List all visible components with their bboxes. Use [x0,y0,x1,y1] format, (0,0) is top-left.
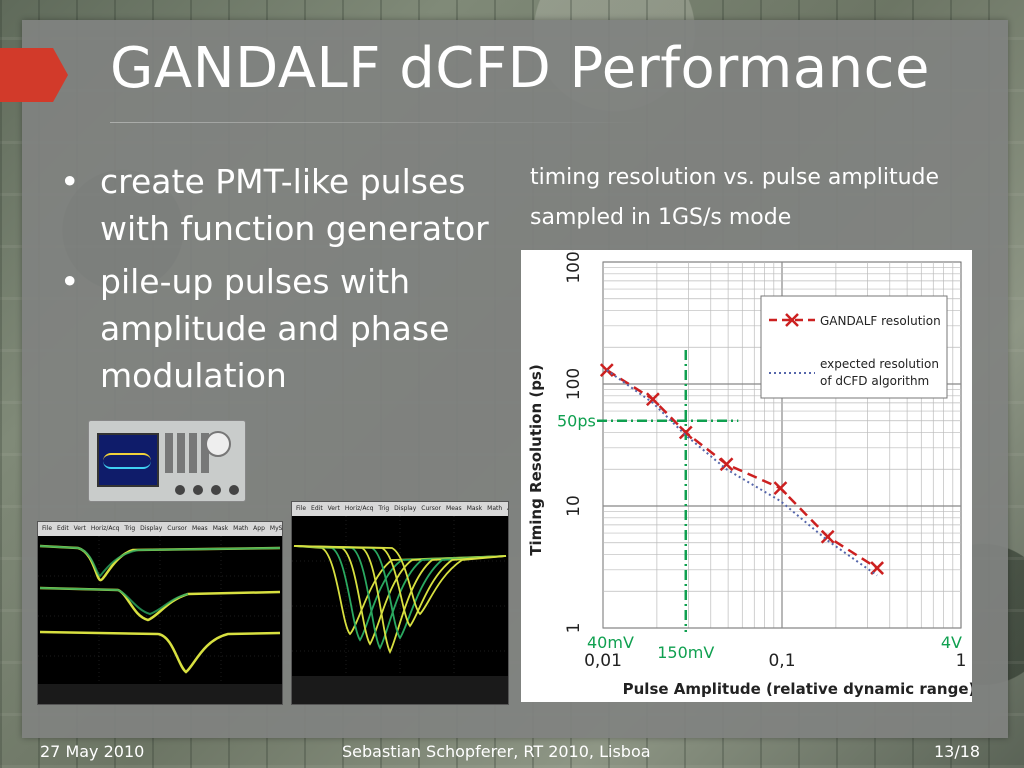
bullet-list: • create PMT-like pulses with function ge… [60,158,510,405]
bullet-item: • pile-up pulses with amplitude and phase… [60,258,510,399]
x-max-label: 4V [941,633,962,652]
x-marker-stroke [599,363,614,377]
scope-menu-item: App [253,525,265,532]
bnc-connector-icon [211,485,221,495]
scope-menu-item: File [42,525,53,532]
hline-label: 50ps [557,412,596,431]
x-min-label: 40mV [587,633,634,652]
x-tick-label: 0,1 [768,651,795,671]
gandalf-data-point [646,392,660,407]
timing-resolution-chart: 50ps 150mV 40mV 4V 0,01 0,1 1 1 10 100 1000 GANDA… [521,240,975,702]
bnc-connector-icon [193,485,203,495]
x-tick-label: 0,01 [584,651,622,671]
title-divider [110,122,650,123]
scope-traces-1 [38,536,282,704]
bullet-text: create PMT-like pulses with function gen… [100,162,489,248]
legend-label-expected: expected resolution of dCFD algorithm [820,357,939,388]
generator-screen [97,433,159,487]
footer-page-number: 13/18 [934,742,981,761]
x-marker-stroke [646,392,660,407]
chart-annotations: 50ps 150mV 40mV 4V [557,349,962,662]
gandalf-data-point [773,481,788,496]
scope-menu-item: Mask [212,525,229,532]
scope-menu-item: Display [140,525,163,532]
scope-menu-item: Edit [57,525,69,532]
scope-menu-item: Mask [466,505,483,512]
scope-menu-item: MyScope [269,525,282,532]
scope-menu-item: Trig [124,525,136,532]
legend-box [760,295,948,399]
scope-menu-item: File [296,505,307,512]
x-axis-label: Pulse Amplitude (relative dynamic range) [623,680,972,698]
scope-menu-item: Cursor [167,525,188,532]
bullet-dot-icon: • [60,262,80,301]
bullet-text: pile-up pulses with amplitude and phase … [100,262,450,395]
caption-line-2: sampled in 1GS/s mode [530,205,792,230]
scope-menu-item: Meas [446,505,462,512]
vline-label: 150mV [657,643,714,662]
oscilloscope-screenshot-2: File Edit Vert Horiz/Acq Trig Display Cursor Me… [291,501,509,705]
y-tick-label: 1 [564,623,584,634]
gandalf-data-point [820,529,835,544]
x-marker-stroke [678,425,693,440]
bnc-connector-icon [175,485,185,495]
y-tick-label: 10 [564,495,584,517]
chart-svg: 50ps 150mV 40mV 4V 0,01 0,1 1 1 10 100 1000 GANDA… [527,240,975,698]
chart-legend: GANDALF resolution expected resolution of … [760,295,948,399]
scope-menu-item: Meas [192,525,208,532]
x-marker-stroke [820,529,835,544]
scope-traces-2 [292,516,508,704]
scope-menu-item: Edit [311,505,323,512]
slide-title: GANDALF dCFD Performance [110,36,930,101]
chart-ticks: 0,01 0,1 1 1 10 100 1000 [564,240,967,671]
y-axis-label: Timing Resolution (ps) [527,364,545,555]
legend-label-gandalf: GANDALF resolution [820,314,941,328]
scope-menu-item: Math [487,505,503,512]
chart-caption: timing resolution vs. pulse amplitude sa… [530,158,939,238]
gandalf-data-point [678,425,693,440]
footer-date: 27 May 2010 [40,742,145,761]
chart-series [599,363,885,577]
title-arrow-marker [0,48,68,102]
x-tick-label: 1 [956,651,967,671]
gandalf-data-point [719,457,734,472]
function-generator-image [88,420,246,502]
y-tick-label: 100 [564,368,584,400]
scope-menu-item: Vert [73,525,86,532]
scope-menu-item: Math [233,525,249,532]
scope-menu-item: App [507,505,508,512]
y-tick-label: 1000 [564,250,584,284]
caption-line-1: timing resolution vs. pulse amplitude [530,165,940,190]
generator-keypad [165,433,211,473]
scope-menu-item: Horiz/Acq [90,525,120,532]
bullet-dot-icon: • [60,162,80,201]
scope-menu-item: Cursor [421,505,442,512]
expected-resolution-line [606,369,878,577]
scope-menu-item: Vert [327,505,340,512]
x-marker-stroke [773,481,788,496]
scope-menu-item: Display [394,505,417,512]
generator-knob-icon [205,431,231,457]
bullet-item: • create PMT-like pulses with function ge… [60,158,510,252]
oscilloscope-screenshot-1: File Edit Vert Horiz/Acq Trig Display Cursor Me… [37,521,283,705]
bnc-connector-icon [229,485,239,495]
scope-menu-bar: File Edit Vert Horiz/Acq Trig Display Cursor Me… [292,502,508,516]
x-marker-stroke [719,457,734,472]
scope-menu-bar: File Edit Vert Horiz/Acq Trig Display Cursor Me… [38,522,282,536]
footer-author: Sebastian Schopferer, RT 2010, Lisboa [342,742,651,761]
scope-menu-item: Horiz/Acq [344,505,374,512]
scope-menu-item: Trig [378,505,390,512]
legend-marker-stroke [785,313,799,327]
